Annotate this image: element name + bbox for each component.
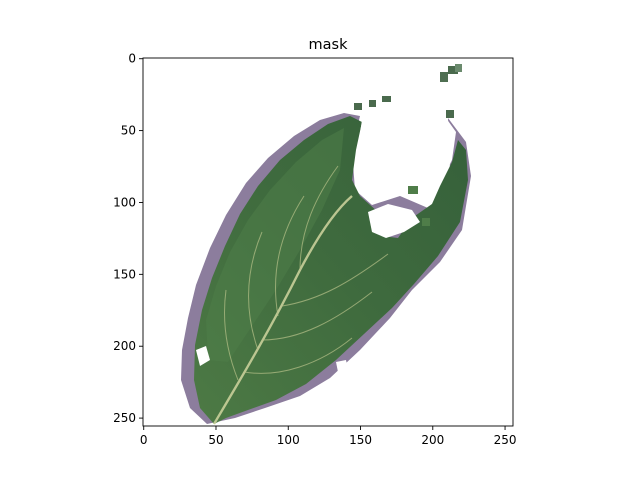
- x-tick-label: 50: [208, 433, 223, 447]
- leaf-fragment: [382, 96, 391, 102]
- y-tick-label: 100: [113, 195, 136, 209]
- y-tick-label: 200: [113, 339, 136, 353]
- leaf-body: [194, 116, 468, 424]
- x-axis: 0 50 100 150 200 250: [140, 426, 517, 447]
- leaf-fragment: [422, 218, 430, 226]
- leaf-veins: [224, 165, 389, 381]
- leaf-highlight: [206, 128, 344, 362]
- plot-area: [143, 58, 513, 426]
- x-tick-label: 150: [349, 433, 372, 447]
- x-tick-label: 250: [494, 433, 517, 447]
- mask-hole-left: [196, 346, 210, 366]
- mask-hole-bottom: [336, 360, 348, 372]
- mask-hole-middle: [368, 204, 420, 238]
- chart-title: mask: [309, 37, 349, 53]
- y-axis: 0 50 100 150 200 250: [113, 52, 143, 425]
- mask-hole-upper: [356, 98, 456, 196]
- x-tick-label: 100: [277, 433, 300, 447]
- x-tick-label: 200: [421, 433, 444, 447]
- leaf-midrib: [212, 195, 353, 425]
- leaf-fragment: [446, 110, 454, 118]
- leaf-fragment: [448, 66, 458, 74]
- y-tick-label: 0: [128, 52, 136, 66]
- leaf-fragment: [455, 64, 462, 72]
- leaf-fragment: [369, 100, 376, 107]
- axes-frame: [142, 57, 514, 427]
- leaf-fragment: [354, 103, 362, 110]
- y-tick-label: 150: [113, 267, 136, 281]
- leaf-fragment: [408, 186, 418, 194]
- leaf-fragment: [440, 72, 448, 82]
- masked-leaf-image: [181, 64, 471, 425]
- x-tick-label: 0: [140, 433, 148, 447]
- y-tick-label: 50: [121, 124, 136, 138]
- y-tick-label: 250: [113, 411, 136, 425]
